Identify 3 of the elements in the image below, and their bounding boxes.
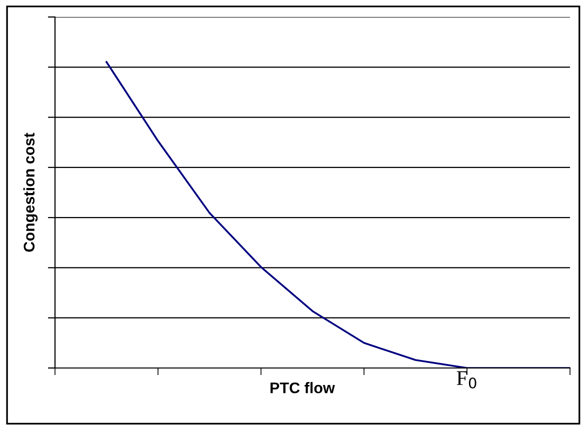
text: F$_{0}$	[456, 371, 476, 389]
x-axis-title: PTC flow	[270, 382, 335, 394]
y-axis-title: Congestion cost	[23, 132, 38, 252]
